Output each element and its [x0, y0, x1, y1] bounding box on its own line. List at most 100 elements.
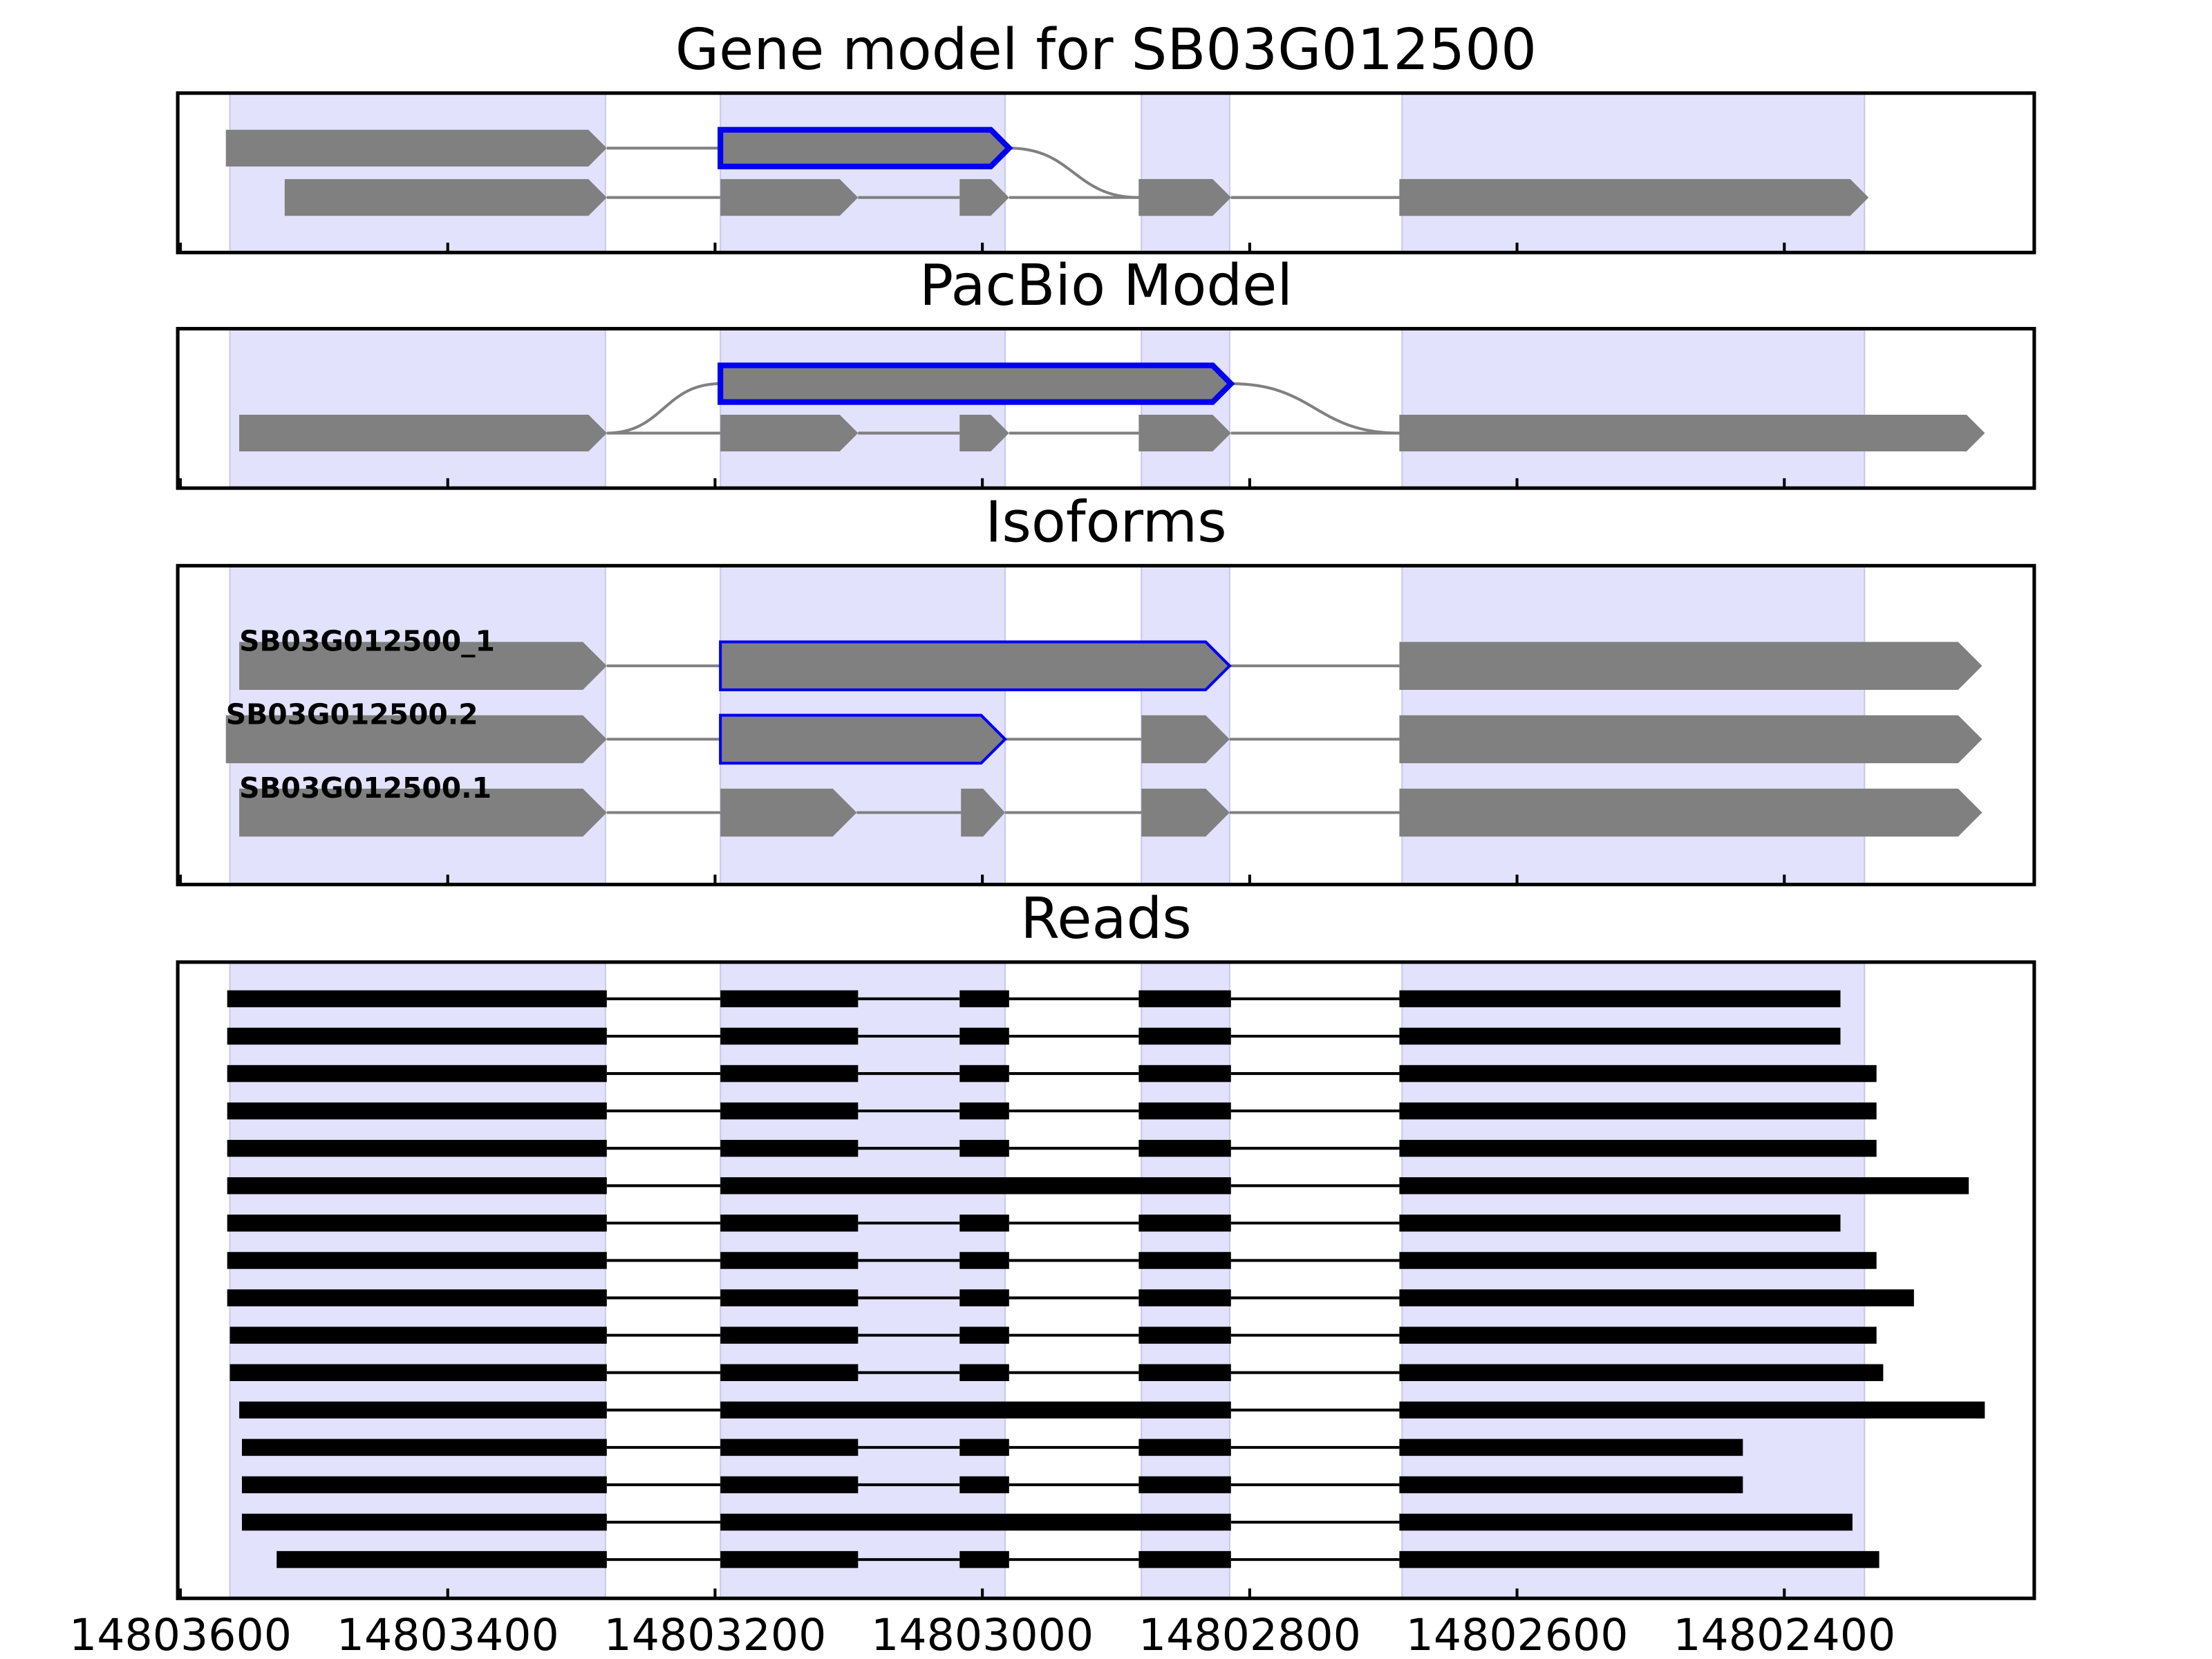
read-block	[959, 1102, 1009, 1120]
read-block	[1399, 1065, 1877, 1082]
isoform-label: SB03G012500.1	[239, 771, 491, 805]
exon-region	[229, 328, 606, 489]
read-block	[1138, 1027, 1231, 1045]
exon	[1399, 179, 1869, 216]
read-block	[959, 1364, 1009, 1381]
read-block	[959, 1027, 1009, 1045]
read-block	[1399, 990, 1841, 1008]
read-block	[1399, 1327, 1877, 1344]
exon	[1399, 641, 1983, 690]
read-block	[720, 990, 859, 1008]
read-block	[1399, 1476, 1743, 1494]
read-block	[720, 1177, 1231, 1194]
exon	[720, 788, 857, 837]
exon	[718, 126, 1013, 169]
isoform-label: SB03G012500_1	[239, 625, 495, 658]
read-block	[1399, 1550, 1880, 1568]
exon	[1138, 179, 1231, 216]
read-block	[959, 1476, 1009, 1494]
read-block	[1138, 1102, 1231, 1120]
x-tick-label: 14803000	[871, 1609, 1094, 1659]
read-block	[1138, 1289, 1231, 1306]
read-block	[720, 1327, 859, 1344]
read-block	[227, 1065, 607, 1082]
exon-region	[1141, 328, 1230, 489]
exon	[239, 788, 607, 837]
read-block	[229, 1364, 607, 1381]
exon-region	[1401, 92, 1866, 254]
panel-frame	[176, 326, 2036, 490]
read-block	[959, 1215, 1009, 1232]
exon-region	[1401, 961, 1866, 1600]
x-tick-label: 14803600	[69, 1609, 292, 1659]
read-block	[959, 1252, 1009, 1269]
read-block	[720, 1476, 859, 1494]
read-block	[1138, 1215, 1231, 1232]
exon	[239, 415, 607, 452]
read-block	[241, 1476, 607, 1494]
read-block	[227, 1102, 607, 1120]
read-block	[1138, 1327, 1231, 1344]
exon-region	[229, 961, 606, 1600]
panel-frame	[176, 91, 2036, 254]
read-block	[720, 1102, 859, 1120]
read-block	[1399, 1289, 1914, 1306]
read-block	[241, 1513, 607, 1531]
read-block	[1138, 1476, 1231, 1494]
x-tick-label: 14803400	[337, 1609, 559, 1659]
read-block	[959, 1438, 1009, 1456]
read-block	[227, 1027, 607, 1045]
exon	[1399, 715, 1983, 764]
read-block	[720, 1289, 859, 1306]
exon	[1141, 715, 1230, 764]
read-block	[276, 1550, 607, 1568]
x-tick-label: 14802600	[1406, 1609, 1629, 1659]
read-block	[959, 1289, 1009, 1306]
read-block	[1399, 1139, 1877, 1157]
exon-region	[1401, 328, 1866, 489]
intron	[1009, 147, 1139, 199]
panel-frame	[176, 563, 2036, 887]
read-block	[959, 1065, 1009, 1082]
x-tick-label: 14803200	[603, 1609, 826, 1659]
read-block	[720, 1550, 859, 1568]
read-block	[1138, 1065, 1231, 1082]
read-block	[241, 1438, 607, 1456]
read-block	[1138, 990, 1231, 1008]
exon-region	[720, 961, 1006, 1600]
exon	[959, 415, 1009, 452]
isoform-label: SB03G012500.2	[226, 698, 478, 731]
read-block	[720, 1364, 859, 1381]
read-block	[720, 1215, 859, 1232]
intron	[606, 382, 721, 435]
exon	[959, 179, 1009, 216]
read-block	[227, 1177, 607, 1194]
intron	[1230, 382, 1400, 435]
read-block	[720, 1027, 859, 1045]
read-block	[959, 1327, 1009, 1344]
x-tick-label: 14802400	[1673, 1609, 1895, 1659]
read-block	[959, 1550, 1009, 1568]
read-block	[720, 1139, 859, 1157]
read-block	[720, 1438, 859, 1456]
read-block	[1138, 1550, 1231, 1568]
x-tick-label: 14802800	[1138, 1609, 1361, 1659]
read-block	[227, 1252, 607, 1269]
exon	[1399, 415, 1985, 452]
read-block	[1399, 1438, 1743, 1456]
read-block	[959, 990, 1009, 1008]
exon	[719, 713, 1007, 765]
read-block	[227, 990, 607, 1008]
read-block	[1399, 1027, 1841, 1045]
read-block	[227, 1139, 607, 1157]
exon	[720, 415, 859, 452]
read-block	[959, 1139, 1009, 1157]
exon-region	[1141, 92, 1230, 254]
panel-title: PacBio Model	[919, 253, 1293, 319]
panel-title: Gene model for SB03G012500	[675, 17, 1537, 83]
exon-region	[229, 92, 606, 254]
exon	[225, 715, 607, 764]
exon	[719, 640, 1232, 691]
read-block	[720, 1401, 1231, 1419]
